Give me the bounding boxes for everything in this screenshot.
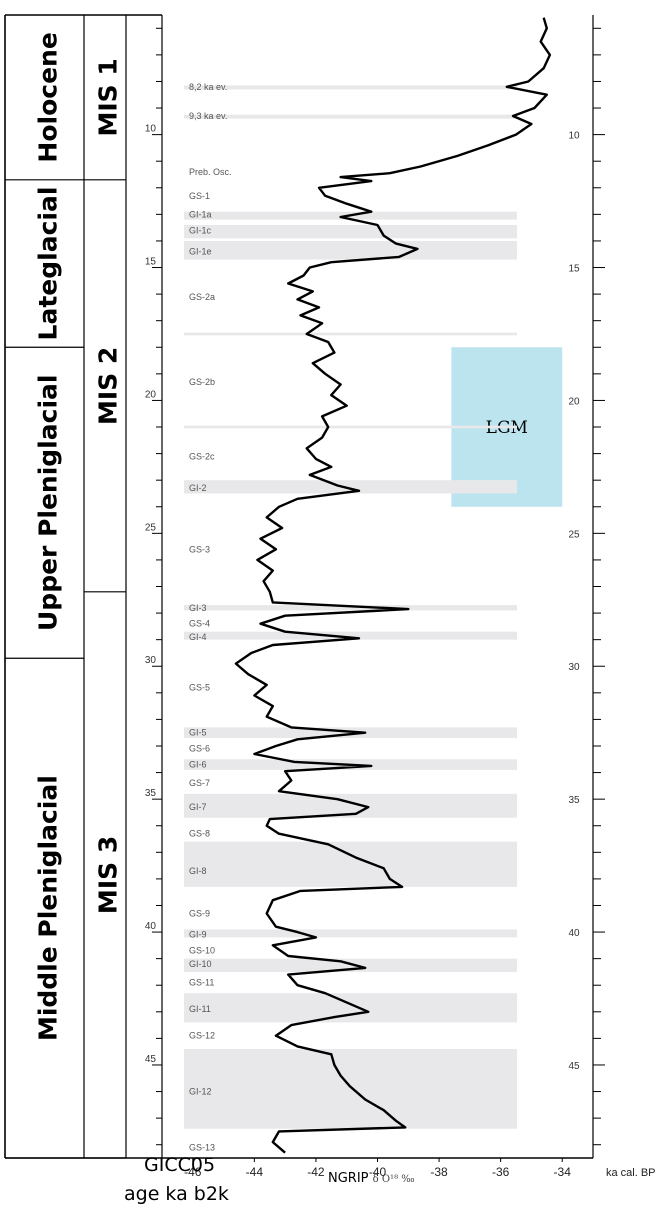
period-label: Upper Pleniglacial bbox=[34, 375, 63, 631]
y-tick-label-right: 20 bbox=[568, 396, 580, 407]
event-label: GS-11 bbox=[189, 978, 214, 988]
interstadial-band bbox=[184, 480, 517, 494]
event-label: GI-4 bbox=[189, 632, 207, 642]
event-label: GS-8 bbox=[189, 829, 210, 839]
event-label: GI-3 bbox=[189, 603, 207, 613]
event-label: GI-2 bbox=[189, 483, 207, 493]
event-label: GI-1c bbox=[189, 225, 212, 235]
ngrip-series-line bbox=[234, 17, 552, 1154]
event-label: GS-9 bbox=[189, 908, 210, 918]
gicc05-title: GICC05 bbox=[144, 1154, 216, 1176]
ngrip-curve bbox=[234, 17, 552, 1154]
interstadial-band bbox=[184, 425, 517, 429]
y-tick-label-right: 25 bbox=[568, 529, 580, 540]
interstadial-band bbox=[184, 332, 517, 336]
x-tick-label: -40 bbox=[369, 1165, 387, 1179]
stage-label: MIS 2 bbox=[94, 347, 123, 425]
event-label: GI-6 bbox=[189, 760, 207, 770]
y-tick-label-right: 45 bbox=[568, 1061, 580, 1072]
interstadial-band bbox=[184, 240, 517, 260]
x-tick-label: -34 bbox=[554, 1165, 572, 1179]
event-label: GI-7 bbox=[189, 802, 207, 812]
event-label: GI-8 bbox=[189, 866, 207, 876]
y-tick-label-left: 10 bbox=[145, 124, 157, 135]
event-label: GS-7 bbox=[189, 778, 210, 788]
stage-label: MIS 1 bbox=[94, 58, 123, 136]
event-label: GI-11 bbox=[189, 1004, 211, 1014]
y-tick-label-left: 30 bbox=[145, 655, 157, 666]
event-label: GS-5 bbox=[189, 683, 210, 693]
y-tick-label-left: 20 bbox=[145, 389, 157, 400]
x-tick-label: -42 bbox=[307, 1165, 325, 1179]
event-label: GI-1a bbox=[189, 209, 212, 219]
y-tick-label-right: 35 bbox=[568, 795, 580, 806]
event-label: GI-9 bbox=[189, 930, 207, 940]
event-label: 8,2 ka ev. bbox=[189, 82, 227, 92]
event-label: GS-2c bbox=[189, 451, 215, 461]
y-tick-label-left: 45 bbox=[145, 1054, 157, 1065]
event-label: GI-10 bbox=[189, 959, 212, 969]
event-label: Preb. Osc. bbox=[189, 167, 232, 177]
x-axis-title-symbol: δ O¹⁸ ‰ bbox=[372, 1174, 415, 1185]
interstadial-band bbox=[184, 114, 517, 119]
interstadial-band bbox=[184, 224, 517, 239]
y-tick-label-left: 25 bbox=[145, 522, 157, 533]
interstadial-bands bbox=[184, 85, 517, 1129]
period-label: Middle Pleniglacial bbox=[34, 775, 63, 1041]
interstadial-band bbox=[184, 605, 517, 611]
x-axis-title-main: NGRIP bbox=[328, 1171, 369, 1186]
event-label: GS-4 bbox=[189, 619, 210, 629]
x-axis-title: NGRIP δ O¹⁸ ‰ bbox=[328, 1171, 415, 1186]
y-tick-label-left: 15 bbox=[145, 257, 157, 268]
event-label: GS-12 bbox=[189, 1031, 215, 1041]
y-tick-label-right: 40 bbox=[568, 928, 580, 939]
y-tick-label-right: 30 bbox=[568, 662, 580, 673]
y-tick-label-left: 35 bbox=[145, 788, 157, 799]
period-label: Lateglacial bbox=[34, 187, 63, 341]
x-tick-label: -44 bbox=[246, 1165, 264, 1179]
x-tick-label: -36 bbox=[492, 1165, 510, 1179]
event-label: GI-12 bbox=[189, 1087, 212, 1097]
interstadial-band bbox=[184, 793, 517, 818]
stage-label: MIS 3 bbox=[94, 836, 123, 914]
x-tick-label: -46 bbox=[184, 1165, 202, 1179]
interstadial-band bbox=[184, 993, 517, 1023]
period-label: Holocene bbox=[34, 32, 63, 162]
event-label: GS-10 bbox=[189, 946, 215, 956]
interstadial-band bbox=[184, 631, 517, 640]
age-b2k-title: age ka b2k bbox=[124, 1183, 229, 1205]
interstadial-band bbox=[184, 929, 517, 938]
event-label: GI-5 bbox=[189, 728, 207, 738]
age-axis: 10 10 15 15 20 20 25 25 30 30 35 35 40 40 45 45 bbox=[145, 27, 605, 1146]
stage-column: MIS 1 MIS 2 MIS 3 bbox=[84, 58, 126, 1159]
interstadial-band bbox=[184, 841, 517, 887]
event-labels: 8,2 ka ev. 9,3 ka ev. Preb. Osc. GS-1 GI-1a G… bbox=[189, 82, 232, 1153]
interstadial-band bbox=[184, 85, 517, 90]
event-label: GS-1 bbox=[189, 191, 210, 201]
event-label: GS-13 bbox=[189, 1142, 215, 1152]
event-label: GS-2b bbox=[189, 377, 215, 387]
interstadial-band bbox=[184, 1049, 517, 1129]
event-label: GS-6 bbox=[189, 744, 210, 754]
event-label: 9,3 ka ev. bbox=[189, 111, 227, 121]
y-tick-label-right: 15 bbox=[568, 264, 580, 275]
delta-o18-axis: -46 -44 -42 -40 -38 -36 -34 ka cal. BP bbox=[184, 1158, 656, 1179]
event-label: GS-2a bbox=[189, 292, 215, 302]
period-column: Holocene Lateglacial Upper Pleniglacial Mid… bbox=[5, 32, 84, 1159]
x-tick-label: -38 bbox=[430, 1165, 448, 1179]
x-unit-label: ka cal. BP bbox=[606, 1167, 656, 1179]
y-tick-label-left: 40 bbox=[145, 921, 157, 932]
y-tick-label-right: 10 bbox=[568, 131, 580, 142]
interstadial-band bbox=[184, 958, 517, 972]
event-label: GI-1e bbox=[189, 247, 212, 257]
event-label: GS-3 bbox=[189, 544, 210, 554]
